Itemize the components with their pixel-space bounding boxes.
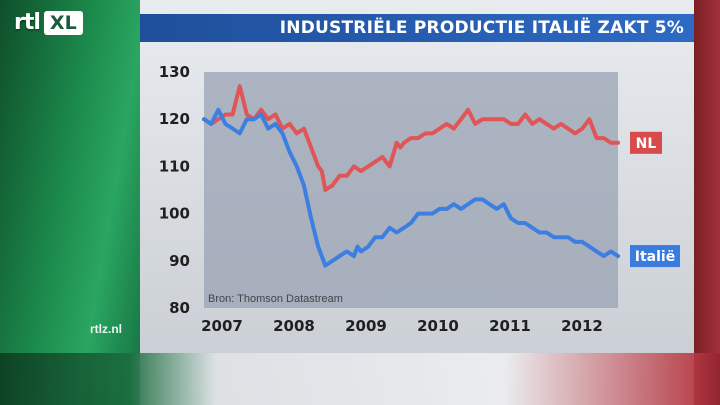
- flag-green-panel: [0, 0, 140, 405]
- y-tick-label: 110: [159, 157, 190, 175]
- chart-title: INDUSTRIËLE PRODUCTIE ITALIË ZAKT 5%: [279, 18, 684, 38]
- series-line-italie: [202, 107, 620, 268]
- x-tick-label: 2012: [561, 317, 603, 335]
- x-tick-label: 2009: [345, 317, 387, 335]
- bottom-flag-band: [0, 353, 720, 405]
- series-label-bg: [630, 245, 680, 268]
- series-line-nl: [202, 84, 620, 192]
- flag-red-panel: [694, 0, 720, 405]
- y-tick-label: 100: [159, 205, 190, 223]
- y-tick-label: 90: [169, 252, 190, 270]
- series-lines: [202, 84, 620, 268]
- series-label-text: Italië: [635, 249, 675, 265]
- y-tick-label: 120: [159, 110, 190, 128]
- x-tick-label: 2008: [273, 317, 315, 335]
- series-label-text: NL: [636, 136, 657, 152]
- x-axis-ticks: 2007 2008 2009 2010 2011 2012: [201, 317, 603, 335]
- plot-area: [204, 72, 618, 308]
- y-tick-label: 80: [169, 299, 190, 317]
- series-label-italie: Italië: [630, 245, 680, 268]
- x-tick-label: 2010: [417, 317, 459, 335]
- y-tick-label: 130: [159, 63, 190, 81]
- x-tick-label: 2007: [201, 317, 243, 335]
- logo-rtl-text: rtl: [14, 10, 41, 35]
- logo-xl-badge: XL: [43, 10, 83, 35]
- series-label-nl: NL: [630, 131, 662, 154]
- series-label-bg: [630, 131, 662, 154]
- source-label: Bron: Thomson Datastream: [208, 293, 343, 305]
- site-url: rtlz.nl: [90, 322, 122, 336]
- title-bar: INDUSTRIËLE PRODUCTIE ITALIË ZAKT 5%: [140, 14, 694, 42]
- x-tick-label: 2011: [489, 317, 531, 335]
- series-labels: NL Italië: [630, 131, 680, 268]
- rtl-xl-logo: rtl XL: [14, 10, 83, 35]
- y-axis-ticks: 130 120 110 100 90 80: [159, 63, 190, 317]
